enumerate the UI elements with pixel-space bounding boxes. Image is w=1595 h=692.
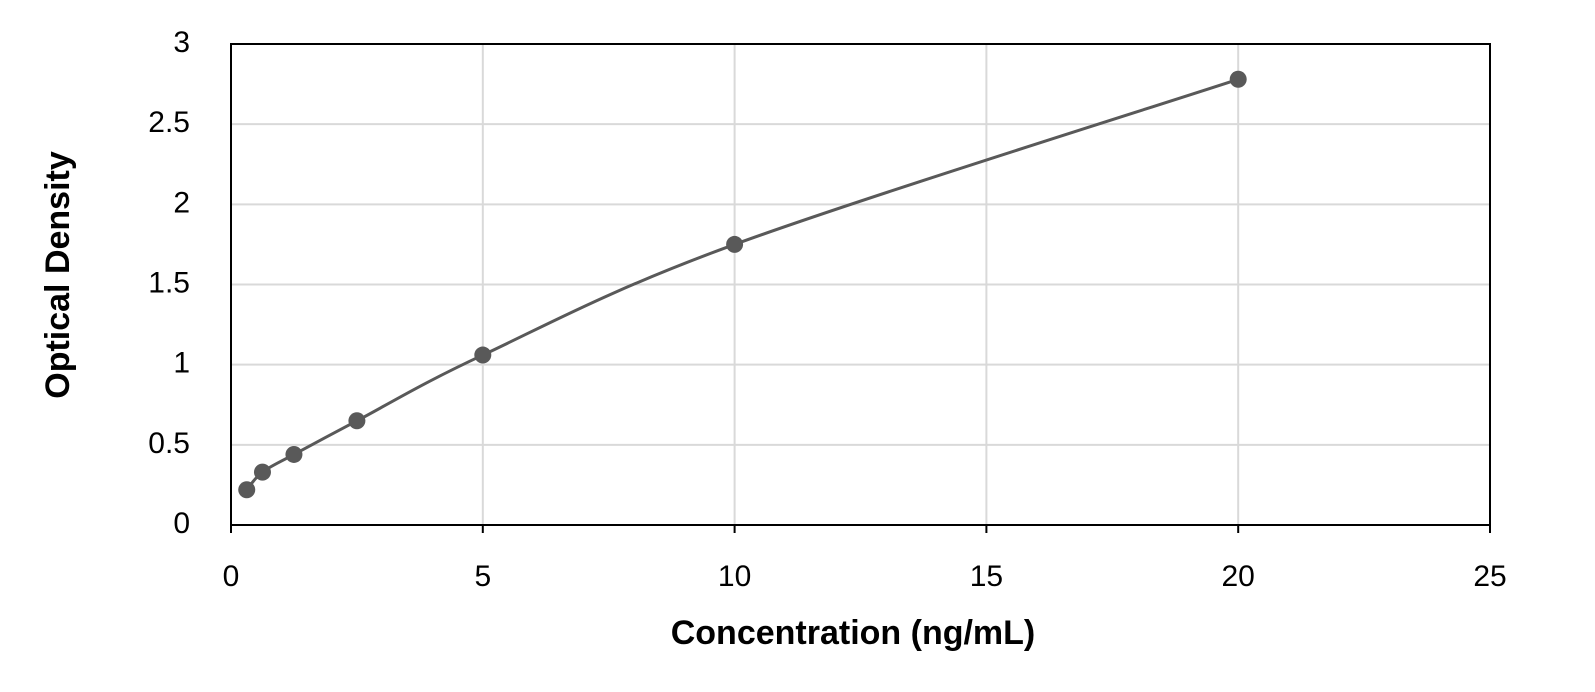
x-tick-label: 10 xyxy=(718,560,751,593)
data-point xyxy=(253,463,271,481)
data-point xyxy=(726,235,744,253)
data-point xyxy=(238,481,256,499)
plot-frame xyxy=(230,43,1491,526)
y-tick-label: 0.5 xyxy=(148,427,190,460)
data-point xyxy=(474,346,492,364)
x-tick-label: 5 xyxy=(474,560,491,593)
x-tick-label: 20 xyxy=(1222,560,1255,593)
y-tick-label: 3 xyxy=(173,26,190,59)
y-tick-label: 0 xyxy=(173,507,190,540)
x-axis-title: Concentration (ng/mL) xyxy=(671,614,1036,652)
y-axis-title: Optical Density xyxy=(39,151,77,399)
data-point xyxy=(348,412,366,430)
x-tick-label: 15 xyxy=(970,560,1003,593)
y-tick-label: 1 xyxy=(173,347,190,380)
data-point xyxy=(1229,70,1247,88)
data-point xyxy=(285,445,303,463)
y-tick-label: 1.5 xyxy=(148,266,190,299)
y-tick-label: 2.5 xyxy=(148,106,190,139)
x-tick-label: 0 xyxy=(223,560,240,593)
y-tick-label: 2 xyxy=(173,186,190,219)
x-tick-label: 25 xyxy=(1473,560,1506,593)
